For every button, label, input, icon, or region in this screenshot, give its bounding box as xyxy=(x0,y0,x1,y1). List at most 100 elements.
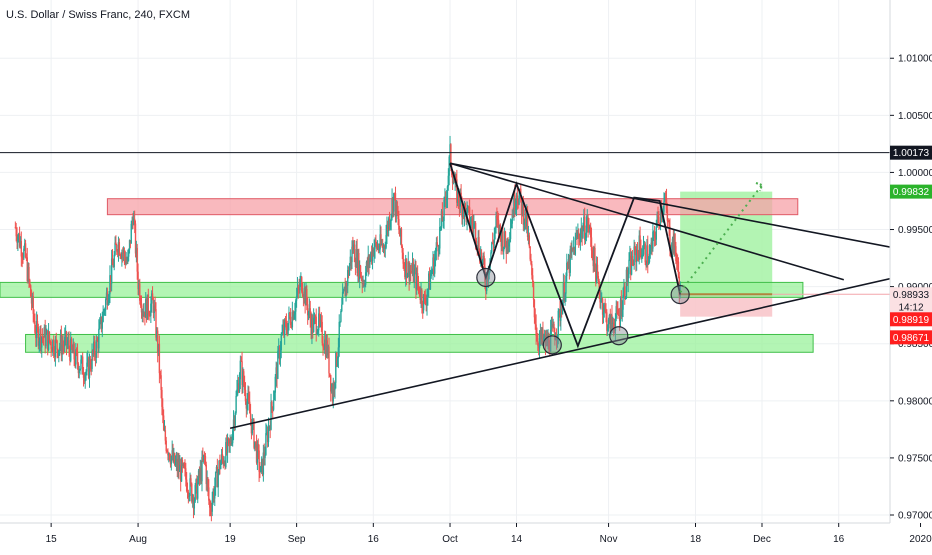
candle-body xyxy=(35,321,38,339)
candle-body xyxy=(435,242,438,252)
candle-body xyxy=(234,412,236,426)
candle xyxy=(570,242,572,259)
candle xyxy=(642,235,645,257)
candle xyxy=(211,491,213,517)
candle-body xyxy=(198,470,201,478)
candle xyxy=(207,476,209,497)
candle-body xyxy=(47,331,50,350)
candle-body xyxy=(510,223,513,229)
candle xyxy=(47,330,49,356)
candle-body xyxy=(526,211,528,227)
candle-body xyxy=(475,241,478,246)
candle xyxy=(41,328,44,344)
candle xyxy=(123,247,126,266)
candle-body xyxy=(426,296,428,306)
candle-body xyxy=(316,332,318,334)
candle xyxy=(103,308,105,316)
candle xyxy=(399,225,401,237)
candle-body xyxy=(646,245,648,267)
candle-body xyxy=(611,314,613,323)
candle xyxy=(569,245,571,277)
candle-body xyxy=(29,285,32,297)
candle-body xyxy=(330,387,333,392)
candle-body xyxy=(577,232,579,237)
candle xyxy=(307,310,310,321)
candle-body xyxy=(416,273,419,284)
candle xyxy=(367,245,369,277)
candle-body xyxy=(448,156,450,176)
candle-body xyxy=(630,256,633,275)
y-tick-label: 0.97000 xyxy=(898,511,932,522)
candle-body xyxy=(528,235,530,247)
candle-body xyxy=(104,299,107,310)
candle xyxy=(328,337,330,378)
candle xyxy=(92,349,94,361)
candle-body xyxy=(215,466,218,472)
candle xyxy=(277,345,279,380)
candle-body xyxy=(632,264,634,266)
candle xyxy=(451,172,454,190)
candle xyxy=(533,299,536,324)
candle-body xyxy=(607,328,609,331)
candle xyxy=(571,240,573,261)
candle-body xyxy=(87,358,90,378)
x-tick-label: Aug xyxy=(129,534,147,545)
candle xyxy=(326,334,328,359)
candle xyxy=(52,339,54,356)
candle xyxy=(205,461,207,491)
candle-body xyxy=(617,308,619,315)
candle-body xyxy=(169,459,172,465)
candle-body xyxy=(604,305,606,309)
candle xyxy=(651,237,653,256)
candle-body xyxy=(197,470,200,483)
candle-body xyxy=(521,202,524,216)
candle xyxy=(65,330,68,356)
candle-body xyxy=(578,232,580,239)
candle-body xyxy=(130,223,132,244)
candle xyxy=(70,331,72,363)
candle xyxy=(304,286,306,314)
candle xyxy=(634,241,636,256)
candle xyxy=(301,275,303,294)
candle-body xyxy=(432,257,434,271)
candle xyxy=(289,308,292,328)
candle xyxy=(558,308,560,318)
candle-body xyxy=(179,465,181,472)
candle-body xyxy=(62,344,64,346)
candle-body xyxy=(613,328,616,332)
candle xyxy=(363,279,365,287)
candle-body xyxy=(381,244,383,246)
candle xyxy=(370,245,373,265)
candle xyxy=(313,312,316,325)
candle-body xyxy=(320,319,323,322)
pattern-marker xyxy=(542,335,562,355)
candle xyxy=(433,250,436,278)
x-tick-label: 19 xyxy=(225,534,237,545)
candle xyxy=(491,232,494,245)
candle-body xyxy=(318,313,320,331)
candle-body xyxy=(324,339,326,350)
candle-body xyxy=(499,224,502,233)
candle-body xyxy=(493,233,496,244)
candle-body xyxy=(59,334,62,347)
candle xyxy=(381,239,383,246)
candle-body xyxy=(104,309,106,311)
candle xyxy=(382,243,385,254)
candle xyxy=(283,319,285,339)
candle xyxy=(372,247,375,257)
candle xyxy=(131,216,133,230)
candle xyxy=(204,452,207,467)
candle-body xyxy=(266,432,269,443)
candle xyxy=(607,317,610,332)
candle-body xyxy=(411,262,414,273)
candle xyxy=(406,272,409,279)
candle xyxy=(289,311,291,320)
candle xyxy=(75,343,77,369)
candle-body xyxy=(308,308,311,312)
candle-body xyxy=(273,392,276,401)
candle-body xyxy=(679,283,681,296)
candle xyxy=(393,192,395,217)
candle-body xyxy=(77,363,80,374)
candle xyxy=(249,403,252,426)
